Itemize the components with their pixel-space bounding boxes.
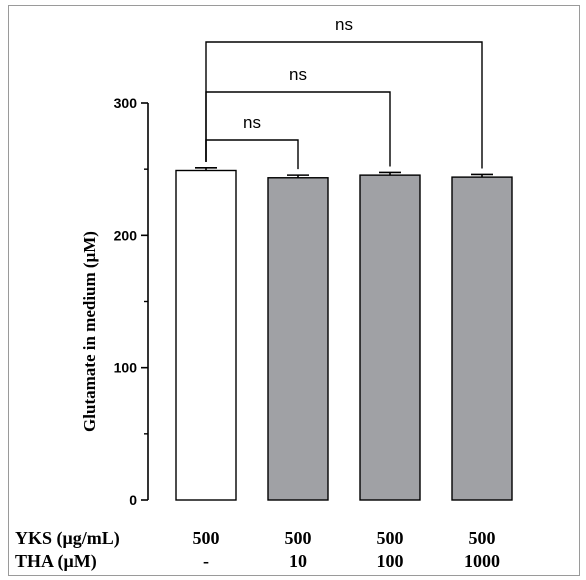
labels: YKS (μg/mL) 500 500 500 500 THA (μM) - 10 100 100…	[15, 528, 500, 572]
significance-label: ns	[243, 113, 261, 132]
y-tick-label: 300	[114, 95, 138, 111]
condition-row-label: YKS (μg/mL)	[15, 528, 120, 549]
x-tick-label: 1000	[464, 551, 500, 571]
x-tick-label: 100	[377, 551, 404, 571]
x-tick-label: 500	[377, 528, 404, 548]
bar	[451, 176, 513, 501]
bar	[359, 174, 421, 501]
x-tick-label: 500	[469, 528, 496, 548]
significance-bracket	[205, 139, 299, 170]
significance-label: ns	[289, 65, 307, 84]
significance-brackets: ns ns ns	[205, 15, 483, 170]
bar	[267, 177, 329, 501]
y-tick-label: 100	[114, 360, 138, 376]
x-tick-label: 10	[289, 551, 307, 571]
significance-bracket	[205, 41, 483, 169]
x-tick-label: 500	[285, 528, 312, 548]
condition-row-label: THA (μM)	[15, 551, 97, 572]
y-axis-label: Glutamate in medium (μM)	[80, 231, 99, 432]
y-tick-label: 200	[114, 227, 138, 243]
x-tick-label: 500	[193, 528, 220, 548]
y-tick-label: 0	[129, 492, 137, 508]
x-tick-label: -	[203, 551, 209, 571]
axes: 0 100 200 300 Glutamate in medium (μM)	[80, 95, 149, 508]
bar	[175, 169, 237, 501]
significance-label: ns	[335, 15, 353, 34]
bars	[175, 167, 513, 501]
